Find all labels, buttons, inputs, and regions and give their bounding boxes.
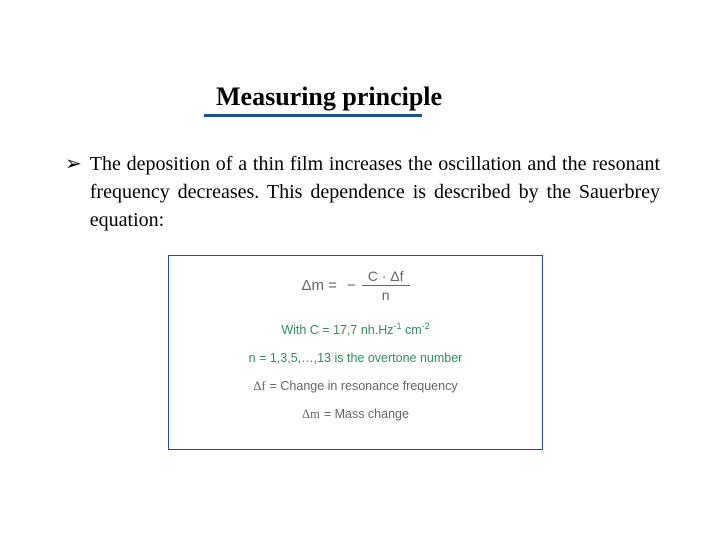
slide-title: Measuring principle <box>204 78 454 118</box>
equation-minus: − <box>347 277 356 294</box>
equation-panel: Δm = − C · Δf n With C = 17,7 nh.Hz-1 cm… <box>168 255 543 450</box>
fraction-denominator: n <box>382 286 390 303</box>
title-underline <box>204 114 422 117</box>
bullet-item: ➢ The deposition of a thin film increase… <box>65 150 660 234</box>
overtone-definition: n = 1,3,5,…,13 is the overtone number <box>249 349 463 367</box>
delta-f-symbol: Δf <box>253 377 265 395</box>
delta-f-definition: Δf = Change in resonance frequency <box>253 377 457 395</box>
fraction-numerator: C · Δf <box>362 268 410 286</box>
sauerbrey-equation: Δm = − C · Δf n <box>301 268 409 303</box>
equation-lhs: Δm = <box>301 277 336 294</box>
c-exp2: -2 <box>422 321 430 331</box>
bullet-text: The deposition of a thin film increases … <box>90 150 660 234</box>
constant-definition: With C = 17,7 nh.Hz-1 cm-2 <box>281 317 429 339</box>
bullet-marker-icon: ➢ <box>65 150 82 178</box>
delta-m-symbol: Δm <box>302 405 320 423</box>
c-prefix: With C = 17,7 nh.Hz <box>281 323 393 337</box>
delta-m-definition: Δm = Mass change <box>302 405 409 423</box>
delta-m-text: = Mass change <box>324 405 409 423</box>
c-mid: cm <box>402 323 422 337</box>
c-exp1: -1 <box>394 321 402 331</box>
delta-f-text: = Change in resonance frequency <box>270 377 458 395</box>
equation-fraction: C · Δf n <box>362 268 410 303</box>
